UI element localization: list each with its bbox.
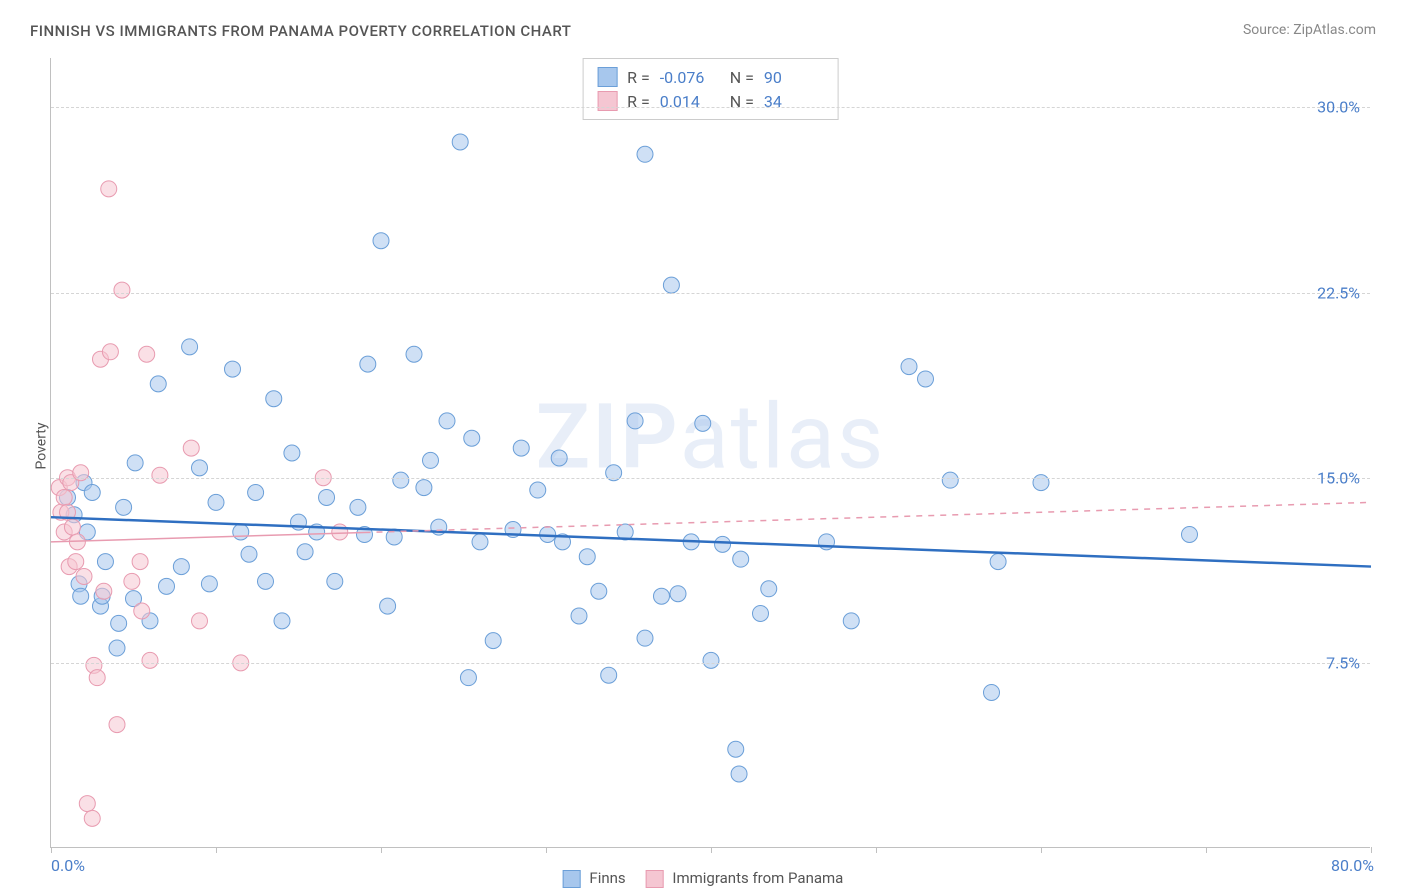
chart-title: FINNISH VS IMMIGRANTS FROM PANAMA POVERT… (30, 22, 571, 40)
stats-legend: R = -0.076 N = 90 R = 0.014 N = 34 (582, 58, 839, 120)
scatter-svg (51, 58, 1370, 847)
legend-item-finns: Finns (563, 869, 626, 888)
x-tick-label: 80.0% (1331, 856, 1374, 875)
swatch-finns (597, 67, 617, 87)
bottom-legend: Finns Immigrants from Panama (563, 869, 844, 888)
stats-row-finns: R = -0.076 N = 90 (597, 65, 824, 89)
y-tick-label: 30.0% (1317, 98, 1360, 117)
y-tick-label: 7.5% (1326, 653, 1360, 672)
swatch-panama-icon (646, 870, 664, 888)
x-tick-label: 0.0% (51, 856, 85, 875)
swatch-finns-icon (563, 870, 581, 888)
plot-area: ZIPatlas R = -0.076 N = 90 R = 0.014 N =… (50, 58, 1370, 848)
legend-item-panama: Immigrants from Panama (646, 869, 844, 888)
y-tick-label: 15.0% (1317, 468, 1360, 487)
y-axis-label: Poverty (34, 422, 50, 469)
y-tick-label: 22.5% (1317, 283, 1360, 302)
source-attribution: Source: ZipAtlas.com (1243, 22, 1376, 38)
stats-row-panama: R = 0.014 N = 34 (597, 89, 824, 113)
